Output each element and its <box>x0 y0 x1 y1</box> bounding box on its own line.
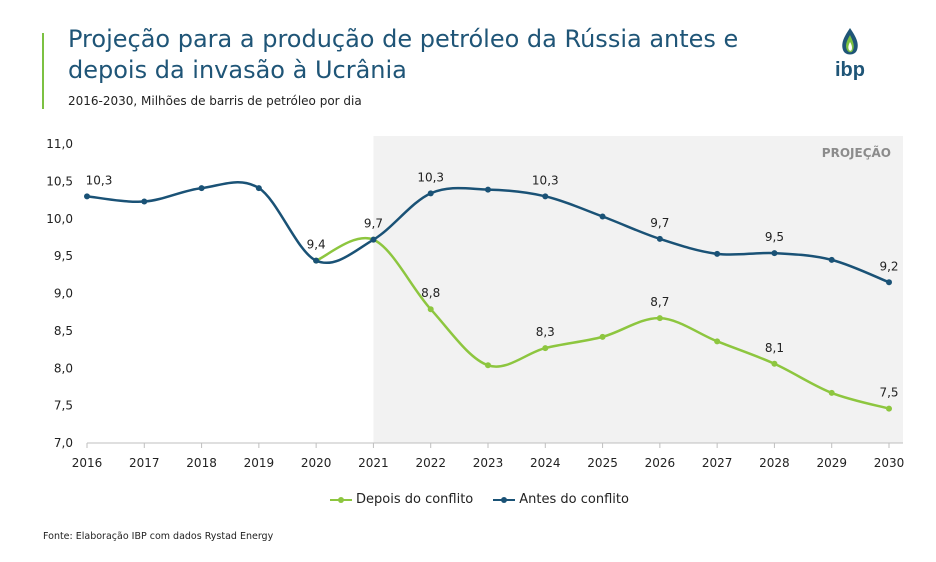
x-tick-label: 2026 <box>645 456 676 470</box>
legend-item-depois: Depois do conflito <box>330 492 473 507</box>
legend-label-antes: Antes do conflito <box>519 492 629 507</box>
data-label-antes: 9,4 <box>307 238 326 252</box>
y-tick-label: 9,5 <box>54 249 73 263</box>
x-tick-label: 2029 <box>816 456 847 470</box>
y-tick-label: 9,0 <box>54 287 73 301</box>
y-tick-label: 7,5 <box>54 399 73 413</box>
data-point-depois <box>714 338 721 345</box>
data-point-antes <box>828 256 835 263</box>
data-point-depois <box>828 389 835 396</box>
data-point-depois <box>656 315 663 322</box>
y-tick-label: 7,0 <box>54 436 73 450</box>
line-chart: PROJEÇÃO 7,07,58,08,59,09,510,010,511,0 … <box>46 136 905 470</box>
data-point-antes <box>886 279 892 286</box>
x-axis: 2016 2017 2018 2019 2020 2021 2022 2023 2024 2025… <box>72 443 905 470</box>
x-tick-label: 2030 <box>874 456 905 470</box>
y-tick-label: 8,0 <box>54 361 73 375</box>
x-tick-label: 2024 <box>530 456 561 470</box>
data-point-depois <box>542 345 549 352</box>
x-tick-label: 2025 <box>587 456 618 470</box>
data-label-antes: 9,7 <box>650 216 669 230</box>
y-tick-label: 11,0 <box>46 137 73 151</box>
data-label-depois: 7,5 <box>879 386 898 400</box>
data-label-antes: 9,5 <box>765 230 784 244</box>
x-tick-label: 2019 <box>244 456 275 470</box>
data-point-antes <box>599 213 606 220</box>
x-tick-label: 2018 <box>186 456 217 470</box>
legend-label-depois: Depois do conflito <box>356 492 474 507</box>
x-tick-label: 2022 <box>415 456 446 470</box>
projection-label: PROJEÇÃO <box>822 145 891 160</box>
chart-title: Projeção para a produção de petróleo da … <box>68 25 739 84</box>
y-axis: 7,0 7,5 8,0 8,5 9,0 9,5 10,0 10,5 11,0 <box>46 137 73 450</box>
data-point-antes <box>84 193 90 200</box>
data-point-antes <box>771 250 778 257</box>
data-labels: 8,8 8,3 8,7 8,1 7,5 10,3 9,4 9,7 10,3 10,3 9,7 9,5 9… <box>86 170 899 399</box>
data-point-antes <box>485 186 491 193</box>
x-tick-label: 2016 <box>72 456 103 470</box>
oil-drop-flame-icon <box>842 28 858 55</box>
data-label-depois: 8,8 <box>421 286 440 300</box>
data-label-antes: 9,7 <box>364 217 383 231</box>
title-accent-bar <box>42 33 44 109</box>
legend-item-antes: Antes do conflito <box>493 492 629 507</box>
data-point-antes <box>427 190 434 197</box>
data-label-antes: 9,2 <box>879 259 898 273</box>
data-point-antes <box>313 257 320 264</box>
x-tick-label: 2027 <box>702 456 733 470</box>
chart-subtitle: 2016-2030, Milhões de barris de petróleo… <box>68 94 362 108</box>
x-tick-label: 2023 <box>473 456 504 470</box>
x-tick-label: 2028 <box>759 456 790 470</box>
y-tick-label: 10,0 <box>46 212 73 226</box>
data-point-depois <box>485 362 491 369</box>
data-label-antes: 10,3 <box>417 170 444 184</box>
source-note: Fonte: Elaboração IBP com dados Rystad E… <box>43 531 274 542</box>
data-label-depois: 8,7 <box>650 295 669 309</box>
legend-swatch-antes <box>493 494 516 506</box>
data-point-depois <box>599 333 606 340</box>
data-label-depois: 8,3 <box>536 325 555 339</box>
y-tick-label: 10,5 <box>46 174 73 188</box>
data-point-antes <box>255 185 262 192</box>
data-point-antes <box>714 250 721 257</box>
series-line-depois <box>315 236 890 410</box>
ibp-logo: ibp <box>828 26 872 82</box>
data-point-antes <box>198 185 205 192</box>
data-label-depois: 8,1 <box>765 341 784 355</box>
data-label-antes: 10,3 <box>532 173 559 187</box>
data-point-depois <box>771 360 778 367</box>
data-point-antes <box>542 193 549 200</box>
data-point-depois <box>427 306 434 313</box>
data-point-antes <box>370 236 377 243</box>
data-point-antes <box>656 235 663 242</box>
logo-text: ibp <box>835 59 865 81</box>
projection-region <box>373 136 903 443</box>
data-label-antes: 10,3 <box>86 173 113 187</box>
series-layer <box>84 180 892 412</box>
legend: Depois do conflito Antes do conflito <box>330 492 629 507</box>
x-tick-label: 2017 <box>129 456 160 470</box>
data-point-depois <box>886 405 892 412</box>
x-tick-label: 2021 <box>358 456 389 470</box>
y-tick-label: 8,5 <box>54 324 73 338</box>
legend-swatch-depois <box>330 494 352 506</box>
x-tick-label: 2020 <box>301 456 332 470</box>
data-point-antes <box>141 198 148 205</box>
series-line-antes <box>86 180 890 284</box>
